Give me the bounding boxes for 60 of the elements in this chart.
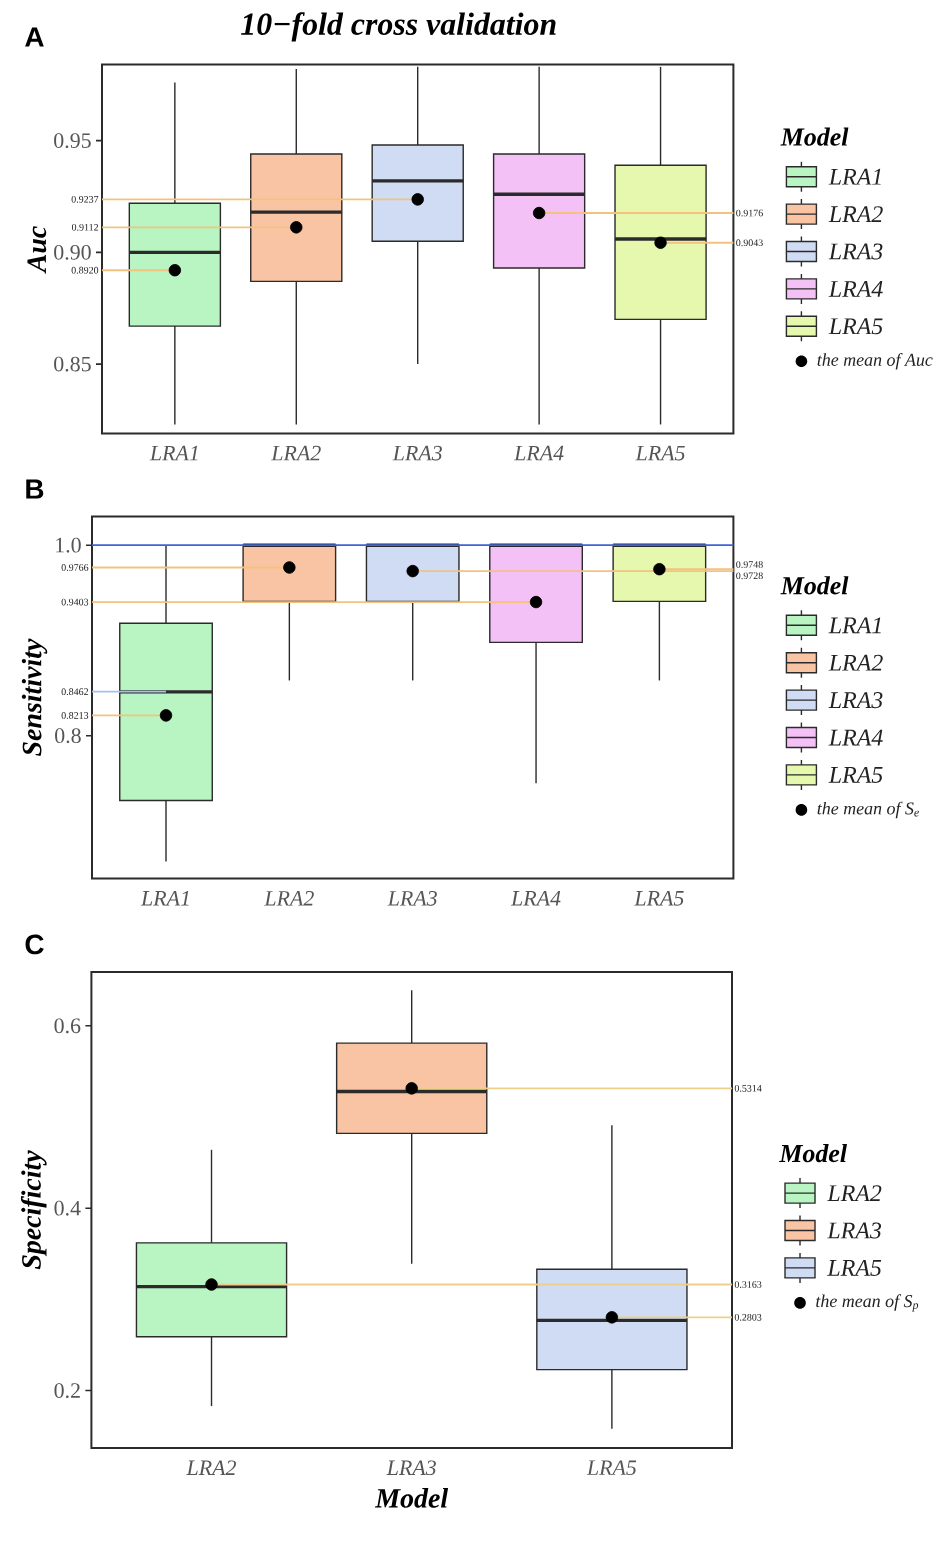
y-axis-title: Sensitivity — [21, 638, 48, 756]
legend-label: LRA2 — [828, 654, 883, 671]
x-tick-label: LRA1 — [140, 890, 189, 906]
legend-label: LRA2 — [827, 1185, 882, 1202]
legend-label: LRA3 — [828, 243, 883, 260]
chart-title: 10−fold cross validation — [241, 12, 556, 42]
legend-label: the mean of S$_{e}$ — [817, 801, 919, 819]
x-tick-label: LRA4 — [510, 890, 561, 906]
point — [605, 1311, 619, 1324]
text: C — [25, 934, 44, 955]
y-tick-label: 0.90 — [54, 244, 91, 260]
point — [406, 564, 419, 578]
y-tick-label: 0.8 — [55, 728, 81, 744]
legend-title: Model — [779, 1144, 847, 1163]
x-tick-label: LRA5 — [634, 890, 684, 906]
legend-title: Model — [780, 576, 849, 595]
point — [532, 206, 546, 220]
x-tick-label: LRA3 — [387, 890, 437, 906]
text: A — [25, 27, 44, 47]
y-tick-label: 1.0 — [56, 537, 81, 553]
x-tick-label: LRA3 — [386, 1460, 436, 1476]
x-tick-label: LRA2 — [264, 890, 314, 906]
x-tick-label: LRA2 — [186, 1460, 236, 1475]
y-tick-label: 0.85 — [54, 356, 91, 372]
legend-label: LRA5 — [827, 1259, 882, 1276]
point — [411, 193, 424, 206]
x-tick-label: LRA2 — [271, 445, 321, 461]
y-tick-label: 0.6 — [54, 1018, 81, 1034]
x-tick-label: LRA1 — [149, 445, 198, 461]
x-tick-label: LRA3 — [392, 445, 442, 461]
point — [405, 1082, 418, 1095]
legend-label: LRA4 — [828, 729, 883, 746]
legend-label: LRA4 — [828, 281, 883, 297]
y-tick-label: 0.95 — [54, 133, 91, 149]
legend-label: LRA3 — [827, 1222, 882, 1239]
text: B — [26, 479, 44, 499]
legend-label: LRA5 — [828, 318, 883, 335]
point — [168, 264, 182, 277]
point — [283, 561, 296, 574]
y-axis-title: Specificity — [20, 1150, 47, 1270]
y-axis-title: Auc — [27, 226, 47, 274]
legend-label: LRA2 — [828, 206, 883, 223]
legend-label: LRA1 — [828, 168, 881, 185]
x-tick-label: LRA5 — [586, 1460, 637, 1476]
y-tick-label: 0.2 — [54, 1383, 80, 1399]
point — [653, 562, 666, 576]
x-tick-label: LRA4 — [513, 445, 564, 461]
legend-title: Model — [780, 127, 849, 146]
legend-label: the mean of S$_{p}$ — [816, 1294, 919, 1312]
point — [159, 709, 173, 722]
x-axis-title: Model — [374, 1488, 449, 1508]
point — [290, 221, 303, 234]
point — [529, 595, 543, 609]
y-tick-label: 0.4 — [54, 1200, 81, 1216]
legend-label: LRA5 — [828, 766, 883, 783]
legend-label: LRA1 — [828, 617, 881, 634]
point — [654, 236, 667, 249]
x-tick-label: LRA5 — [635, 445, 685, 461]
point — [205, 1278, 218, 1291]
legend-label: LRA3 — [828, 692, 883, 709]
